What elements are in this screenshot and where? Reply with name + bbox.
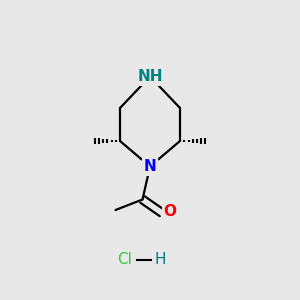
Text: NH: NH	[137, 69, 163, 84]
Text: N: N	[144, 159, 156, 174]
Text: H: H	[155, 252, 166, 267]
Text: Cl: Cl	[117, 252, 132, 267]
Text: O: O	[163, 204, 176, 219]
